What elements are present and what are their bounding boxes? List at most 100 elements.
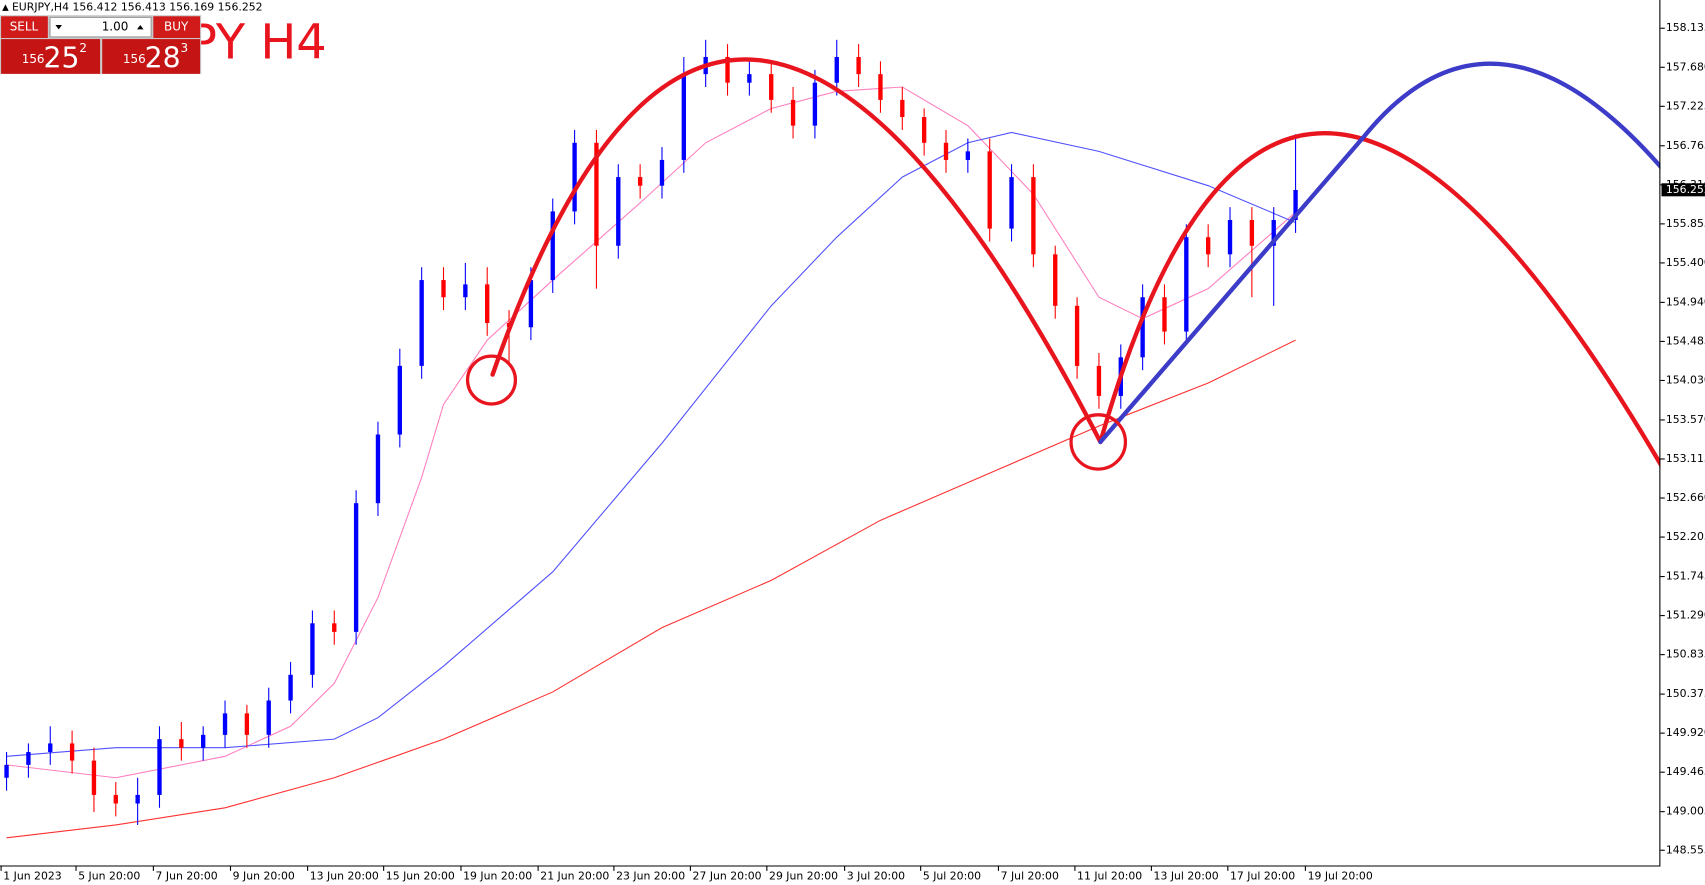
y-tick-label: 151.745 xyxy=(1666,570,1705,583)
candle-body xyxy=(572,142,577,212)
lot-input[interactable] xyxy=(49,16,152,38)
sell-button[interactable] xyxy=(1,16,48,39)
x-tick-label: 29 Jun 20:00 xyxy=(769,869,838,882)
candle-body xyxy=(332,623,337,632)
candle-body xyxy=(747,74,752,83)
candle-body xyxy=(1162,297,1167,332)
candle-body xyxy=(397,365,402,435)
candle-body xyxy=(201,734,206,748)
x-tick-label: 19 Jul 20:00 xyxy=(1308,869,1373,882)
buy-price-main: 28 xyxy=(145,41,181,74)
y-tick-label: 149.920 xyxy=(1666,726,1705,739)
candle-body xyxy=(987,151,992,229)
x-tick-label: 21 Jun 20:00 xyxy=(540,869,609,882)
candle-body xyxy=(1293,189,1298,221)
x-tick-label: 9 Jun 20:00 xyxy=(233,869,295,882)
candle-body xyxy=(179,739,184,748)
user-drawings xyxy=(465,57,1705,546)
candle-body xyxy=(1271,220,1276,246)
arc-drawing xyxy=(1098,131,1705,546)
candle-body xyxy=(1184,237,1189,332)
candle-body xyxy=(353,503,359,632)
candle-body xyxy=(1227,220,1233,255)
y-tick-label: 156.765 xyxy=(1666,139,1705,152)
x-tick-label: 3 Jul 20:00 xyxy=(847,869,905,882)
buy-label: BUY xyxy=(164,20,189,34)
lot-down[interactable] xyxy=(55,24,62,30)
y-tick-label: 150.375 xyxy=(1666,687,1705,700)
candle-body xyxy=(69,743,75,761)
last-price-box xyxy=(1661,183,1705,197)
candle-body xyxy=(222,713,228,735)
y-tick-label: 155.855 xyxy=(1666,217,1705,230)
y-tick-label: 152.205 xyxy=(1666,530,1705,543)
moving-average xyxy=(6,131,1296,757)
candle-body xyxy=(550,211,555,281)
y-tick-label: 155.400 xyxy=(1666,256,1705,269)
candle-body xyxy=(310,623,315,675)
candle-body xyxy=(1053,254,1058,306)
sell-price-box[interactable] xyxy=(1,39,101,74)
sell-price-small: 2 xyxy=(79,41,87,55)
y-tick-label: 154.940 xyxy=(1666,295,1705,308)
y-tick-label: 153.570 xyxy=(1666,413,1705,426)
y-tick-label: 157.680 xyxy=(1666,60,1705,73)
circle-drawing xyxy=(1069,413,1128,471)
candle-body xyxy=(135,794,140,804)
arc-drawing xyxy=(490,57,1103,445)
sell-price-main: 25 xyxy=(43,41,79,74)
lot-value: 1.00 xyxy=(102,20,129,34)
candle-body xyxy=(921,117,927,143)
x-tick-label: 11 Jul 20:00 xyxy=(1077,869,1142,882)
y-tick-label: 150.835 xyxy=(1666,648,1705,661)
x-tick-label: 17 Jul 20:00 xyxy=(1230,869,1295,882)
y-tick-label: 151.290 xyxy=(1666,609,1705,622)
candle-body xyxy=(790,99,796,126)
candle-body xyxy=(659,159,665,186)
candle-body xyxy=(769,74,774,100)
circle-drawing xyxy=(465,354,518,406)
candle-body xyxy=(528,280,534,328)
candle-body xyxy=(943,142,949,160)
candle-body xyxy=(4,764,9,778)
sell-price-big: 156 xyxy=(22,52,45,66)
buy-price-box[interactable] xyxy=(102,39,201,74)
candle-body xyxy=(48,743,53,753)
x-tick-label: 5 Jul 20:00 xyxy=(923,869,981,882)
candle-body xyxy=(878,74,883,100)
candle-body xyxy=(834,56,839,83)
y-tick-label: 149.465 xyxy=(1666,765,1705,778)
x-tick-label: 7 Jul 20:00 xyxy=(1001,869,1059,882)
x-tick-label: 13 Jun 20:00 xyxy=(310,869,379,882)
lot-up[interactable] xyxy=(137,24,144,30)
buy-price-big: 156 xyxy=(123,52,146,66)
candle-body xyxy=(91,760,97,795)
x-tick-label: 15 Jun 20:00 xyxy=(386,869,455,882)
candle-body xyxy=(965,151,971,160)
candle-body xyxy=(375,434,381,504)
x-tick-label: 19 Jun 20:00 xyxy=(463,869,532,882)
trade-panel: SELL 1.00 BUY 156 25 2 156 28 3 xyxy=(0,15,202,74)
candle-body xyxy=(441,280,446,298)
x-tick-label: 1 Jun 2023 xyxy=(3,869,62,882)
candle-body xyxy=(681,74,687,160)
buy-price-small: 3 xyxy=(181,41,189,55)
buy-button[interactable] xyxy=(153,16,201,39)
x-tick-label: 7 Jun 20:00 xyxy=(156,869,218,882)
axes: 158.135157.680157.225156.765156.310155.8… xyxy=(0,21,1705,882)
y-tick-label: 149.005 xyxy=(1666,805,1705,818)
candle-body xyxy=(1249,220,1255,246)
y-tick-label: 152.660 xyxy=(1666,491,1705,504)
x-tick-label: 13 Jul 20:00 xyxy=(1154,869,1219,882)
candle-body xyxy=(485,284,490,323)
y-tick-label: 154.030 xyxy=(1666,373,1705,386)
candle-body xyxy=(419,280,424,366)
price-axis-bg xyxy=(1660,0,1705,885)
candle-body xyxy=(812,82,818,126)
y-tick-label: 157.225 xyxy=(1666,99,1705,112)
candle-body xyxy=(1205,237,1211,255)
arc-drawing xyxy=(1098,61,1705,445)
candle-body xyxy=(157,739,162,795)
candle-body xyxy=(616,177,621,246)
